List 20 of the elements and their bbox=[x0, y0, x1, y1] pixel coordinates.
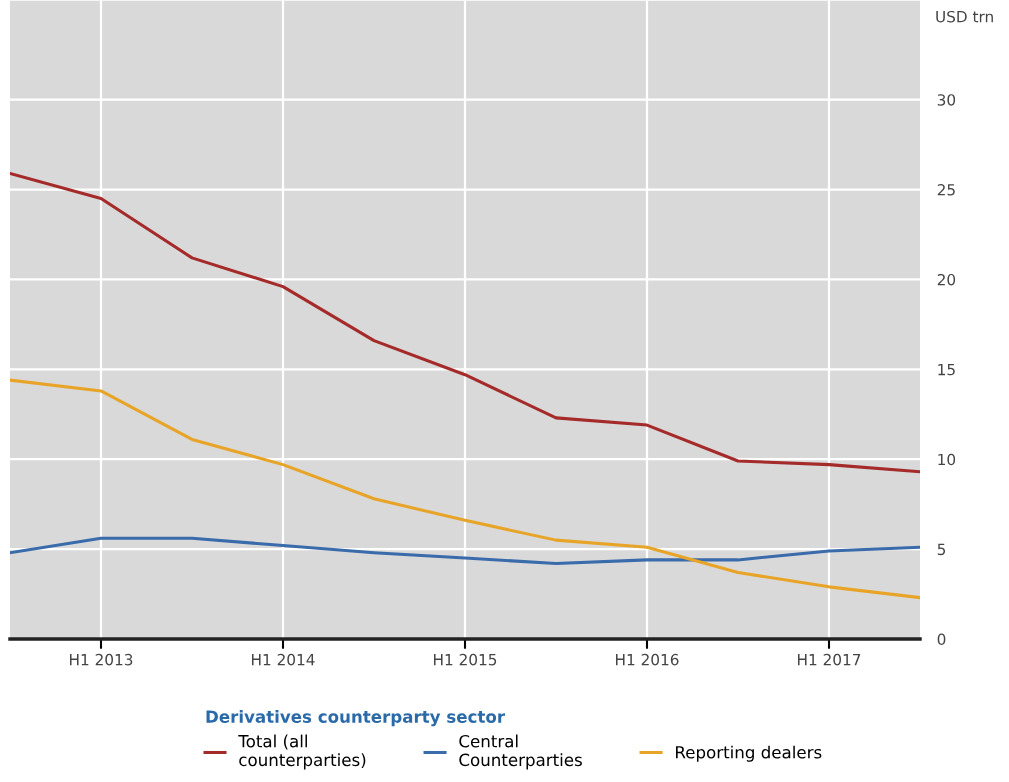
x-tick-label: H1 2015 bbox=[434, 653, 497, 666]
x-tick-label: H1 2014 bbox=[252, 653, 315, 666]
line-series bbox=[10, 378, 920, 600]
legend-label: Reporting dealers bbox=[676, 745, 822, 762]
legend-label: Total (all counterparties) bbox=[238, 734, 366, 770]
x-tick-label: H1 2013 bbox=[70, 653, 133, 666]
y-tick-label: 20 bbox=[937, 273, 956, 286]
line-series bbox=[10, 171, 920, 474]
x-tick-label: H1 2017 bbox=[798, 653, 861, 666]
y-axis-title: USD trn bbox=[936, 10, 993, 23]
y-tick-label: 5 bbox=[937, 543, 946, 556]
legend-label: Central Counterparties bbox=[459, 734, 582, 770]
y-tick-label: 10 bbox=[938, 453, 956, 466]
y-tick-label: 30 bbox=[937, 94, 956, 106]
y-tick-label: 15 bbox=[938, 364, 955, 376]
line-series bbox=[10, 536, 920, 566]
x-tick-label: H1 2016 bbox=[616, 653, 679, 666]
y-tick-label: 0 bbox=[937, 633, 946, 646]
y-tick-label: 25 bbox=[937, 184, 955, 196]
legend-title: Derivatives counterparty sector bbox=[206, 710, 506, 727]
